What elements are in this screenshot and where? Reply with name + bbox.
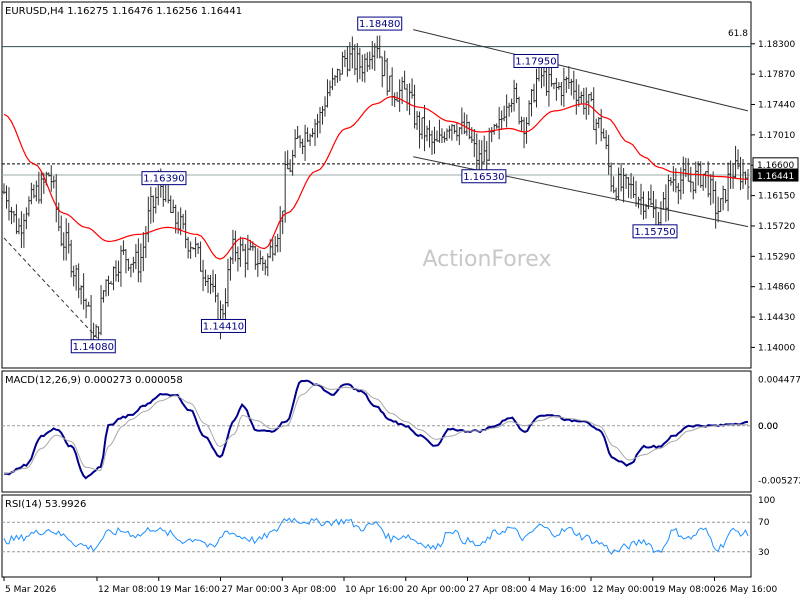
- price-annotation: 1.14410: [200, 318, 246, 333]
- time-tick-label: 12 May 00:00: [592, 585, 654, 595]
- price-tick-label: 1.14430: [758, 313, 795, 323]
- time-tick-label: 26 May 16:00: [716, 585, 778, 595]
- time-tick-label: 19 Mar 16:00: [160, 585, 220, 595]
- rsi-line: [3, 517, 749, 555]
- price-annotation: 1.15750: [632, 224, 678, 239]
- macd-tick-label: 0.004477: [758, 375, 800, 385]
- axes-layer: 1.183001.178701.174401.170101.165801.161…: [3, 40, 800, 595]
- macd-signal-line: [3, 383, 748, 474]
- price-tag-box: [752, 168, 799, 182]
- time-tick-label: 27 Apr 08:00: [469, 585, 528, 595]
- time-tick-label: 20 Apr 00:00: [407, 585, 466, 595]
- price-annotation: 1.16530: [461, 169, 507, 184]
- price-annotation: 1.16390: [141, 171, 187, 186]
- price-annotation-box: [632, 224, 678, 239]
- current-price-tag: 1.16441: [752, 168, 799, 182]
- price-annotation-box: [513, 53, 559, 68]
- price-annotation-label: 1.15750: [634, 227, 675, 238]
- trend-dashed-line: [3, 237, 102, 343]
- time-tick-label: 4 May 16:00: [530, 585, 586, 595]
- channel-lower-line: [413, 156, 749, 228]
- price-annotation-label: 1.18480: [359, 19, 400, 30]
- time-tick-label: 10 Apr 16:00: [345, 585, 404, 595]
- price-tick-label: 1.17870: [758, 70, 795, 80]
- rsi-tick-label: 30: [758, 548, 770, 558]
- ohlc-bar: [746, 169, 750, 200]
- time-tick-label: 19 May 08:00: [654, 585, 716, 595]
- price-annotation-label: 1.17950: [515, 56, 556, 67]
- moving-average-line: [3, 96, 749, 260]
- time-tick-label: 12 Mar 08:00: [98, 585, 158, 595]
- price-annotation-box: [200, 318, 246, 333]
- channel-upper-line: [413, 29, 749, 112]
- time-tick-label: 27 Mar 00:00: [222, 585, 282, 595]
- price-tick-label: 1.16150: [758, 192, 795, 202]
- time-tick-label: 3 Apr 08:00: [283, 585, 336, 595]
- price-annotation-box: [70, 339, 116, 354]
- price-tag-label: 1.16441: [757, 172, 794, 182]
- price-annotation-label: 1.14410: [203, 321, 244, 332]
- rsi-tick-label: 100: [758, 496, 775, 506]
- price-annotation: 1.17950: [513, 53, 559, 68]
- macd-panel: [1, 370, 752, 493]
- macd-tick-label: -0.005272: [758, 476, 800, 486]
- time-tick-label: 5 Mar 2026: [5, 585, 57, 595]
- price-tick-label: 1.18300: [758, 40, 795, 50]
- fib-level-label: 61.8: [728, 29, 748, 39]
- watermark-text: ActionForex: [423, 247, 552, 272]
- price-tick-label: 1.14860: [758, 283, 795, 293]
- price-tag-label: 1.16600: [757, 161, 794, 171]
- price-annotation: 1.18480: [357, 16, 403, 31]
- price-annotation: 1.14080: [70, 339, 116, 354]
- price-tick-label: 1.17440: [758, 101, 795, 111]
- price-annotation-box: [141, 171, 187, 186]
- price-panel: [1, 1, 752, 369]
- rsi-tick-label: 70: [758, 518, 770, 528]
- price-annotation-label: 1.14080: [73, 342, 114, 353]
- macd-line: [3, 379, 749, 480]
- price-annotation-label: 1.16390: [143, 174, 184, 185]
- price-tick-label: 1.15290: [758, 252, 795, 262]
- price-tick-label: 1.17010: [758, 131, 795, 141]
- macd-tick-label: 0.00: [758, 422, 778, 432]
- price-tick-label: 1.15720: [758, 222, 795, 232]
- macd-title: MACD(12,26,9) 0.000273 0.000058: [5, 375, 183, 386]
- price-annotation-box: [357, 16, 403, 31]
- rsi-title: RSI(14) 53.9926: [5, 499, 86, 510]
- price-tick-label: 1.14000: [758, 343, 795, 353]
- price-chart-title: EURUSD,H4 1.16275 1.16476 1.16256 1.1644…: [5, 6, 242, 17]
- overlay-layer: 1.18480 1.17950 1.16530 1.16390 1.15750 1.144…: [3, 16, 749, 555]
- macd-tick-label: 0.00: [758, 422, 778, 432]
- price-annotation-label: 1.16530: [463, 172, 504, 183]
- rsi-panel: [1, 494, 752, 578]
- price-annotation-box: [461, 169, 507, 184]
